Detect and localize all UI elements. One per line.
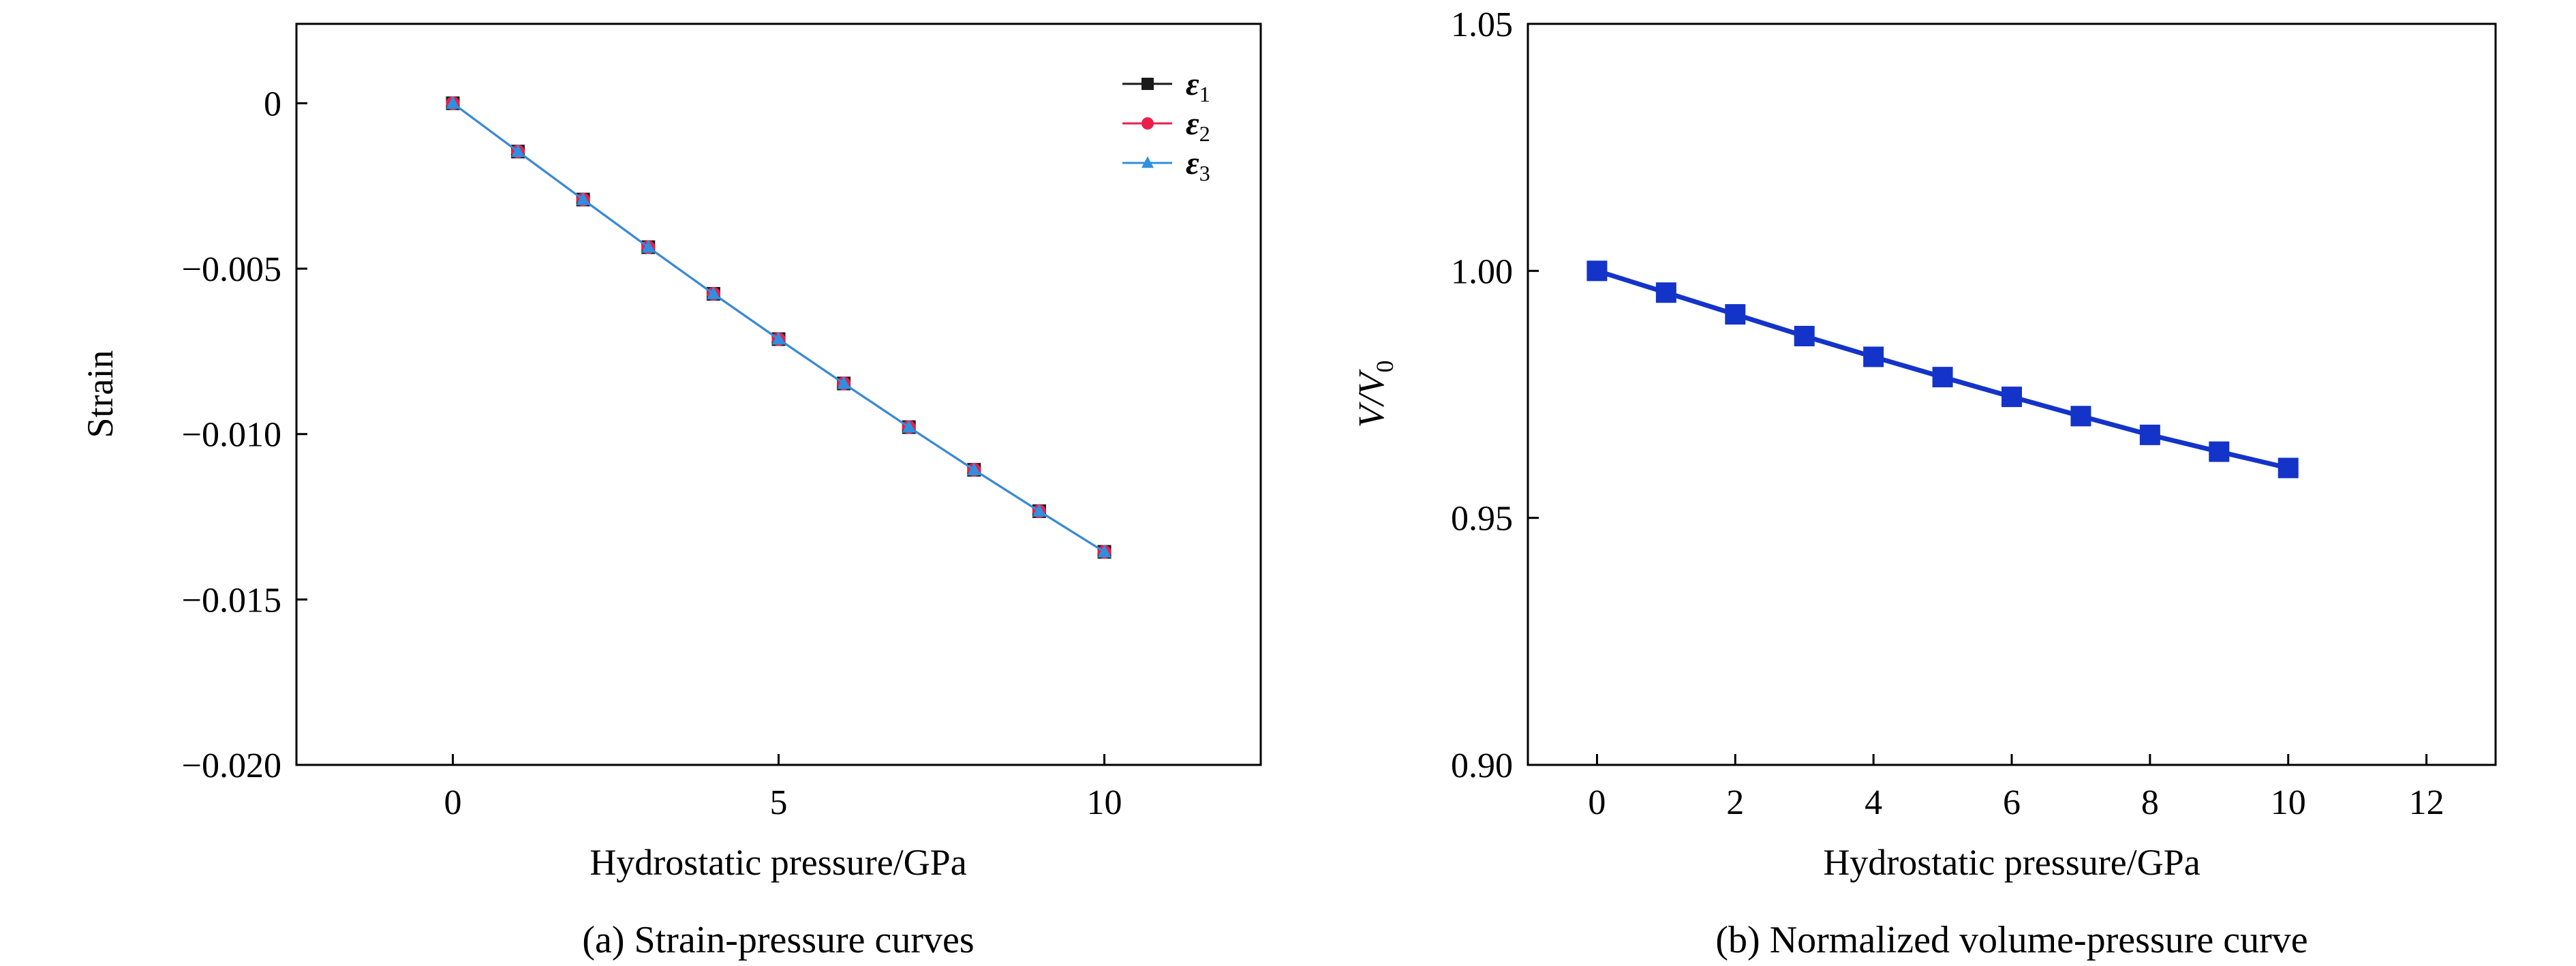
x-tick-label: 5 [770, 783, 788, 822]
panel-b-y-axis-title-sub: 0 [1371, 361, 1398, 373]
panel-a-plot-frame [295, 22, 1262, 766]
x-tick-label: 8 [2141, 783, 2159, 822]
legend-label-symbol: ε [1186, 145, 1199, 181]
series-line [452, 102, 1105, 553]
legend-label-subscript: 2 [1199, 121, 1210, 146]
data-point [1032, 503, 1046, 517]
legend-label-subscript: 3 [1199, 161, 1210, 185]
x-tick-label: 4 [1865, 783, 1882, 822]
data-point [511, 144, 525, 157]
panel-b-y-ticks: 0.90 0.95 1.00 1.05 [1451, 5, 1539, 785]
panel-b: 0.900.951.001.05 0 2 4 6 8 10 12 V/V0 Hydrosta… [1351, 5, 2497, 961]
x-tick-label: 0 [1588, 783, 1606, 822]
series-1 [1586, 260, 2299, 479]
data-point [2139, 424, 2160, 445]
panel-a-caption: (a) Strain-pressure curves [582, 919, 974, 961]
series-1 [446, 96, 1111, 559]
x-tick-label: 12 [2409, 783, 2444, 822]
legend-marker [1141, 156, 1154, 168]
data-point [902, 419, 916, 433]
data-point [576, 192, 590, 205]
data-point [1655, 282, 1676, 303]
x-tick-label: 10 [2271, 783, 2306, 822]
panel-b-y-axis-title: V/V0 [1351, 361, 1398, 428]
data-point [837, 376, 851, 389]
data-point [1932, 367, 1953, 388]
data-point [2278, 457, 2299, 479]
x-tick-label: 2 [1726, 783, 1744, 822]
series-3 [446, 95, 1111, 558]
data-point [1097, 544, 1111, 558]
series-line [452, 102, 1105, 553]
panel-a: 0 −0.005 −0.010 −0.015 −0.020 0 5 10 Strain Hy… [80, 22, 1262, 961]
panel-a-x-axis-title: Hydrostatic pressure/GPa [589, 842, 966, 883]
panel-b-y-axis-title-main: V/V [1351, 369, 1392, 428]
legend-label: ε1 [1186, 66, 1210, 106]
data-point [1794, 325, 1815, 346]
y-tick-label: 0.90 [1451, 746, 1513, 785]
y-tick-label: 1.05 [1451, 5, 1513, 44]
x-tick-label: 10 [1087, 783, 1122, 822]
panel-b-x-ticks: 0 2 4 6 8 10 12 [1588, 754, 2444, 822]
data-point [446, 95, 460, 109]
x-tick-label: 6 [2003, 783, 2021, 822]
y-tick-label: −0.015 [182, 581, 281, 620]
data-point [641, 239, 656, 253]
y-tick-label: −0.020 [182, 746, 281, 785]
series-line [452, 102, 1105, 553]
series-2 [446, 96, 1111, 559]
legend-label-symbol: ε [1186, 66, 1199, 102]
x-tick-label: 0 [444, 783, 461, 822]
data-point [967, 462, 981, 476]
panel-b-x-axis-title: Hydrostatic pressure/GPa [1823, 842, 2200, 883]
panel-a-y-ticks: 0 −0.005 −0.010 −0.015 −0.020 [182, 85, 307, 785]
legend-label: ε2 [1186, 106, 1210, 146]
data-point [1863, 346, 1884, 367]
panel-b-series [1586, 260, 2299, 479]
legend-marker [1141, 117, 1154, 130]
y-tick-label: 0.95 [1451, 500, 1513, 539]
panel-a-series [446, 95, 1111, 559]
data-point [2070, 406, 2091, 427]
legend-label: ε3 [1186, 145, 1210, 185]
y-tick-label: −0.010 [182, 416, 281, 455]
y-tick-label: −0.005 [182, 250, 281, 289]
panel-a-y-axis-title: Strain [80, 350, 121, 438]
y-tick-label: 0 [264, 85, 281, 123]
legend-label-subscript: 1 [1199, 82, 1210, 106]
y-tick-label: 1.00 [1451, 252, 1513, 291]
data-point [2002, 387, 2022, 408]
data-point [706, 286, 720, 300]
data-point [2209, 441, 2230, 462]
data-point [1586, 260, 1608, 282]
legend-label-symbol: ε [1186, 106, 1199, 142]
data-point [1725, 304, 1746, 325]
legend-marker [1141, 78, 1154, 90]
panel-b-caption: (b) Normalized volume-pressure curve [1715, 919, 2307, 961]
data-point [771, 331, 786, 345]
panel-a-x-ticks: 0 5 10 [444, 754, 1122, 822]
